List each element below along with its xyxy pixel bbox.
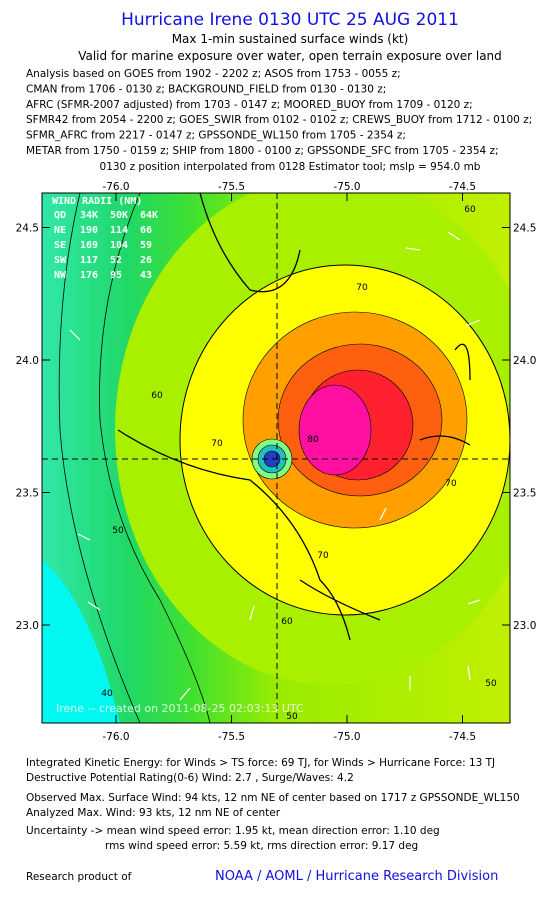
wind-radii-cell: 66 <box>140 225 152 236</box>
wind-radii-cell: 169 <box>80 240 98 251</box>
wind-radii-cell: NE <box>54 225 66 236</box>
y-tick-label: 24.5 <box>513 223 536 235</box>
validity: Valid for marine exposure over water, op… <box>78 49 502 63</box>
y-tick-label: 23.0 <box>513 620 536 632</box>
wind-radii-cell: 50K <box>110 210 128 221</box>
contour-label: 50 <box>112 526 124 536</box>
product-label: Research product of <box>26 871 132 883</box>
x-tick-label: -76.0 <box>102 181 129 193</box>
x-tick-label: -75.0 <box>333 731 360 743</box>
contour-label: 60 <box>151 391 163 401</box>
wind-radii-cell: 117 <box>80 255 98 266</box>
y-tick-label: 24.0 <box>513 355 536 367</box>
contour-label: 60 <box>281 617 293 627</box>
footer-line: Integrated Kinetic Energy: for Winds > T… <box>26 757 495 769</box>
wind-radii-cell: 104 <box>110 240 128 251</box>
source-line: Analysis based on GOES from 1902 - 2202 … <box>26 68 401 80</box>
contour-label: 70 <box>211 439 223 449</box>
title: Hurricane Irene 0130 UTC 25 AUG 2011 <box>121 10 459 30</box>
x-tick-label: -74.5 <box>449 181 476 193</box>
position-note: 0130 z position interpolated from 0128 E… <box>100 161 481 173</box>
contour-label: 70 <box>445 479 457 489</box>
source-line: SFMR42 from 2054 - 2200 z; GOES_SWIR fro… <box>26 114 532 126</box>
contour-label: 70 <box>356 283 368 293</box>
y-tick-label: 23.5 <box>513 488 536 500</box>
contour-label: 40 <box>101 689 113 699</box>
y-tick-label: 23.5 <box>16 488 39 500</box>
wind-radii-cell: SE <box>54 240 66 251</box>
y-tick-label: 23.0 <box>16 620 39 632</box>
wind-radii-cell: 176 <box>80 270 98 281</box>
contour-label: 60 <box>464 205 476 215</box>
wind-radii-cell: NW <box>54 270 67 281</box>
wind-radii-title: WIND RADII (NM) <box>52 196 142 207</box>
wind-radii-cell: 114 <box>110 225 128 236</box>
source-line: AFRC (SFMR-2007 adjusted) from 1703 - 01… <box>26 99 473 111</box>
x-tick-label: -75.0 <box>333 181 360 193</box>
contour-label: 70 <box>317 551 329 561</box>
x-tick-label: -75.5 <box>218 181 245 193</box>
contour-label: 50 <box>485 679 497 689</box>
map-credit: Irene -- created on 2011-08-25 02:03:13 … <box>56 702 304 715</box>
footer-line: Observed Max. Surface Wind: 94 kts, 12 n… <box>26 792 520 804</box>
wind-field <box>42 193 510 723</box>
footer-line: Destructive Potential Rating(0-6) Wind: … <box>26 772 354 784</box>
x-tick-label: -76.0 <box>102 731 129 743</box>
wind-radii-cell: 52 <box>110 255 122 266</box>
x-tick-label: -75.5 <box>218 731 245 743</box>
wind-radii-cell: 59 <box>140 240 152 251</box>
footer-line: Analyzed Max. Wind: 93 kts, 12 nm NE of … <box>26 807 281 819</box>
wind-radii-cell: 43 <box>140 270 152 281</box>
wind-radii-cell: QD <box>54 210 66 221</box>
wind-radii-cell: SW <box>54 255 67 266</box>
contour-label: 80 <box>307 435 319 445</box>
y-tick-label: 24.5 <box>16 223 39 235</box>
source-line: SFMR_AFRC from 2217 - 0147 z; GPSSONDE_W… <box>26 130 406 142</box>
footer-line: Uncertainty -> mean wind speed error: 1.… <box>26 825 440 837</box>
wind-radii-cell: 64K <box>140 210 158 221</box>
source-line: METAR from 1750 - 0159 z; SHIP from 1800… <box>26 145 499 157</box>
y-tick-label: 24.0 <box>16 355 39 367</box>
subtitle: Max 1-min sustained surface winds (kt) <box>172 32 409 46</box>
contour-label: 50 <box>286 712 298 722</box>
source-line: CMAN from 1706 - 0130 z; BACKGROUND_FIEL… <box>26 83 386 95</box>
wind-radii-cell: 95 <box>110 270 122 281</box>
wind-radii-cell: 190 <box>80 225 98 236</box>
x-tick-label: -74.5 <box>449 731 476 743</box>
wind-radii-cell: 34K <box>80 210 98 221</box>
organization: NOAA / AOML / Hurricane Research Divisio… <box>215 869 498 884</box>
footer-line: rms wind speed error: 5.59 kt, rms direc… <box>105 840 418 852</box>
map-frame <box>41 192 511 724</box>
wind-radii-cell: 26 <box>140 255 152 266</box>
